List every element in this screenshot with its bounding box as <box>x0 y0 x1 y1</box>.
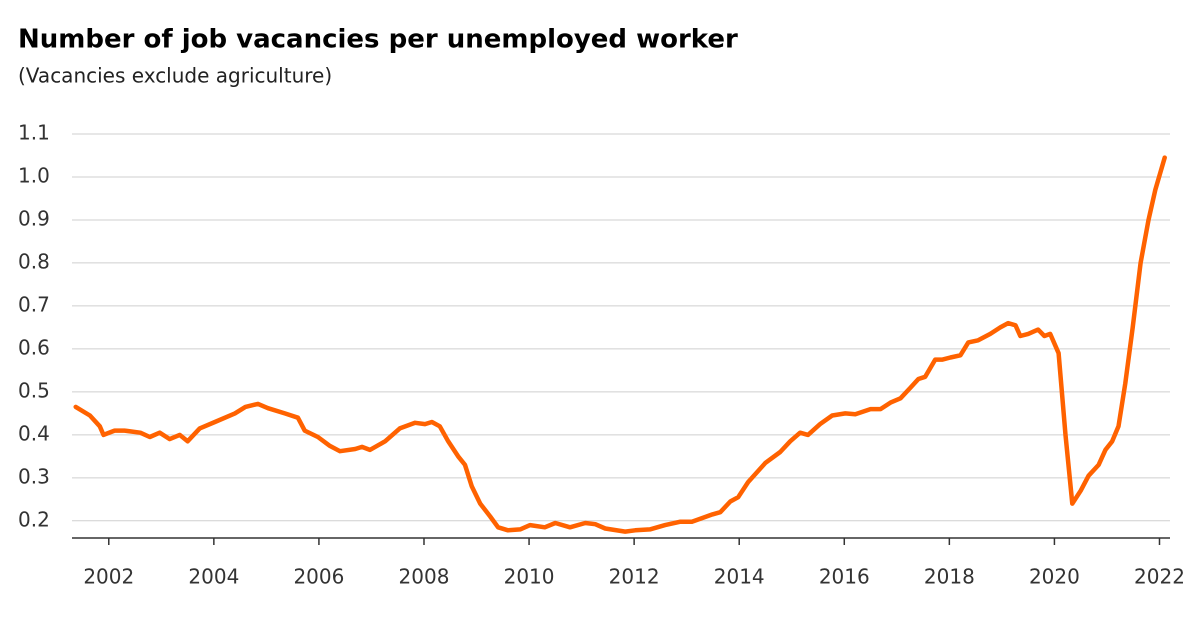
y-tick-label: 0.4 <box>18 421 50 445</box>
x-tick-label: 2020 <box>1029 565 1080 589</box>
y-tick-label: 0.8 <box>18 249 50 273</box>
x-tick-label: 2012 <box>609 565 660 589</box>
x-tick-label: 2002 <box>83 565 134 589</box>
x-tick-label: 2004 <box>188 565 239 589</box>
y-tick-label: 0.6 <box>18 335 50 359</box>
x-tick-label: 2010 <box>504 565 555 589</box>
y-tick-label: 0.3 <box>18 464 50 488</box>
chart-title: Number of job vacancies per unemployed w… <box>18 25 738 55</box>
x-tick-label: 2022 <box>1134 565 1185 589</box>
chart-subtitle: (Vacancies exclude agriculture) <box>18 64 332 88</box>
data-line <box>73 155 1167 534</box>
x-tick-label: 2008 <box>399 565 450 589</box>
y-tick-label: 0.2 <box>18 507 50 531</box>
x-tick-label: 2014 <box>714 565 765 589</box>
y-tick-label: 0.5 <box>18 378 50 402</box>
x-tick-label: 2018 <box>924 565 975 589</box>
y-tick-label: 0.7 <box>18 292 50 316</box>
x-tick-label: 2016 <box>819 565 870 589</box>
x-tick-label: 2006 <box>293 565 344 589</box>
y-tick-label: 0.9 <box>18 206 50 230</box>
y-tick-label: 1.0 <box>18 163 50 187</box>
y-tick-label: 1.1 <box>18 121 50 145</box>
